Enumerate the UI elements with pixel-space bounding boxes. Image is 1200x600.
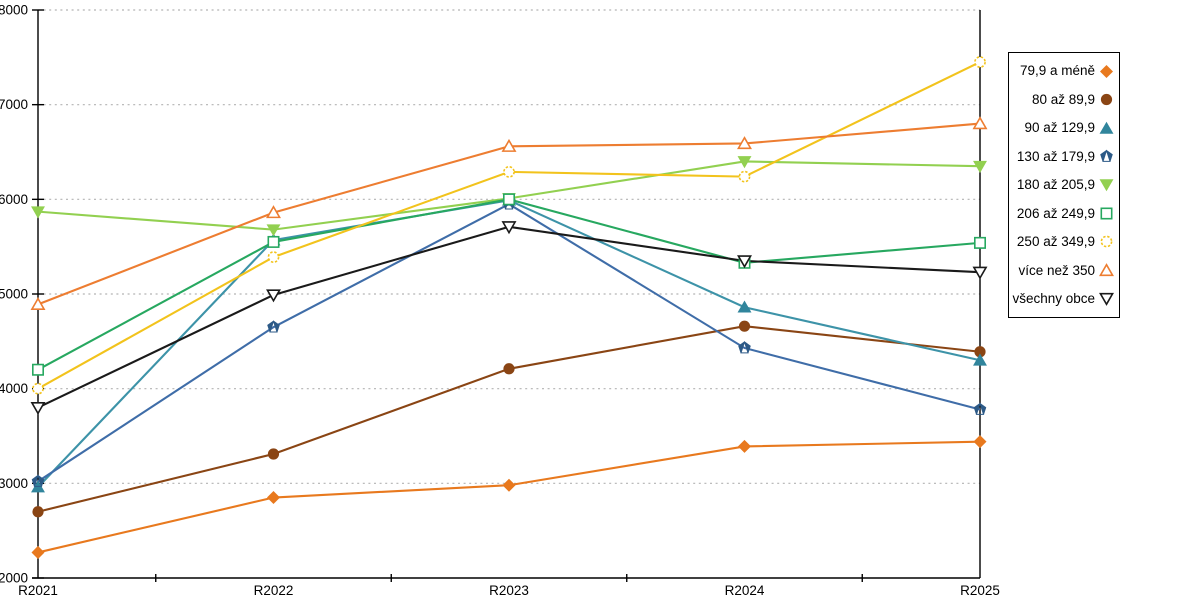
y-tick-label: 2000 [0, 571, 28, 586]
data-point-marker [502, 478, 516, 492]
y-tick-label: 4000 [0, 381, 28, 396]
triangle-down-legend-icon [1099, 293, 1114, 307]
data-point-marker [973, 402, 987, 415]
legend-item: 130 až 179,9 [1012, 149, 1114, 164]
data-point-marker [973, 353, 987, 366]
legend-label: 180 až 205,9 [1016, 177, 1095, 193]
data-point-marker [1099, 64, 1114, 78]
data-point-marker [267, 448, 280, 460]
diamond-legend-icon [1099, 64, 1114, 78]
data-point-marker [974, 56, 986, 68]
legend-label: více než 350 [1018, 262, 1095, 278]
data-point-marker [1100, 149, 1113, 162]
series-line-0 [37, 440, 981, 554]
data-point-marker [1099, 262, 1114, 276]
legend-item: 206 až 249,9 [1012, 206, 1114, 221]
data-point-marker [502, 193, 515, 206]
circle-legend-icon [1100, 235, 1113, 248]
data-point-marker [972, 116, 988, 130]
pentagon-legend-icon [1100, 149, 1113, 162]
data-point-marker [501, 221, 517, 235]
series-line-3 [37, 202, 981, 483]
data-point-marker [267, 235, 280, 248]
data-point-marker [973, 160, 987, 174]
y-tick-label: 8000 [0, 3, 28, 18]
triangle-up-legend-icon [1099, 121, 1114, 134]
data-point-marker [32, 506, 44, 518]
data-point-marker [266, 491, 281, 505]
square-legend-icon [1100, 207, 1113, 220]
data-point-marker [31, 206, 45, 219]
data-point-marker [737, 439, 752, 453]
data-point-marker [738, 320, 751, 332]
legend-item: 250 až 349,9 [1012, 234, 1114, 249]
legend-label: 80 až 89,9 [1031, 91, 1095, 107]
data-point-marker [1099, 121, 1114, 134]
data-point-marker [737, 136, 752, 150]
data-point-marker [31, 363, 44, 376]
data-point-marker [503, 363, 515, 375]
legend-item: 80 až 89,9 [1012, 92, 1114, 107]
data-point-marker [503, 165, 515, 178]
data-point-marker [738, 341, 751, 354]
triangle-down-legend-icon [1099, 179, 1114, 192]
data-point-marker [1099, 179, 1114, 192]
legend-item: 79,9 a méně [1012, 64, 1114, 79]
x-tick-label: R2023 [489, 583, 529, 598]
x-tick-label: R2021 [18, 583, 58, 598]
data-point-marker [31, 474, 45, 487]
data-point-marker [737, 300, 752, 313]
y-tick-label: 3000 [0, 476, 28, 491]
y-tick-label: 7000 [0, 97, 28, 112]
y-tick-label: 5000 [0, 287, 28, 302]
circle-legend-icon [1100, 94, 1113, 106]
data-point-marker [30, 402, 46, 416]
legend-label: 206 až 249,9 [1016, 205, 1095, 221]
series-markers-7 [30, 116, 988, 311]
data-point-marker [1099, 293, 1114, 307]
legend-label: 250 až 349,9 [1016, 234, 1095, 250]
legend-label: všechny obce [1012, 290, 1095, 306]
chart-legend: 79,9 a méně 80 až 89,9 90 až 129,9 130 až 1… [1008, 52, 1120, 318]
data-point-marker [32, 382, 44, 395]
x-tick-label: R2025 [960, 583, 1000, 598]
data-point-marker [738, 170, 751, 183]
legend-item: 90 až 129,9 [1012, 121, 1114, 136]
x-tick-label: R2022 [254, 583, 294, 598]
series-markers-6 [32, 56, 986, 395]
data-point-marker [972, 266, 988, 280]
x-axis-labels: R2021 R2022 R2023 R2024 R2025 [18, 583, 1000, 598]
legend-item: 180 až 205,9 [1012, 177, 1114, 192]
data-point-marker [266, 224, 281, 237]
data-point-marker [973, 236, 986, 249]
data-point-marker [1100, 94, 1113, 106]
data-point-marker [31, 545, 45, 559]
data-point-marker [267, 251, 280, 263]
data-point-marker [1100, 207, 1113, 220]
triangle-up-legend-icon [1099, 262, 1114, 276]
series-markers-8 [30, 221, 988, 416]
legend-label: 90 až 129,9 [1024, 120, 1095, 136]
data-point-marker [266, 289, 281, 303]
legend-item: všechny obce [1012, 290, 1114, 307]
series-markers-0 [31, 435, 987, 559]
legend-item: více než 350 [1012, 262, 1114, 278]
data-point-marker [1100, 235, 1113, 248]
data-point-marker [737, 255, 752, 269]
legend-label: 79,9 a méně [1019, 63, 1095, 79]
data-point-marker [501, 138, 517, 152]
data-point-marker [973, 435, 987, 449]
x-tick-label: R2024 [725, 583, 765, 598]
data-point-marker [267, 320, 280, 333]
data-point-marker [737, 156, 752, 169]
y-axis-labels: 2000 3000 4000 5000 6000 7000 8000 [0, 3, 28, 586]
legend-label: 130 až 179,9 [1016, 148, 1095, 164]
series-markers-1 [32, 320, 986, 518]
y-tick-label: 6000 [0, 192, 28, 207]
data-point-marker [30, 297, 46, 311]
data-point-marker [266, 205, 281, 219]
